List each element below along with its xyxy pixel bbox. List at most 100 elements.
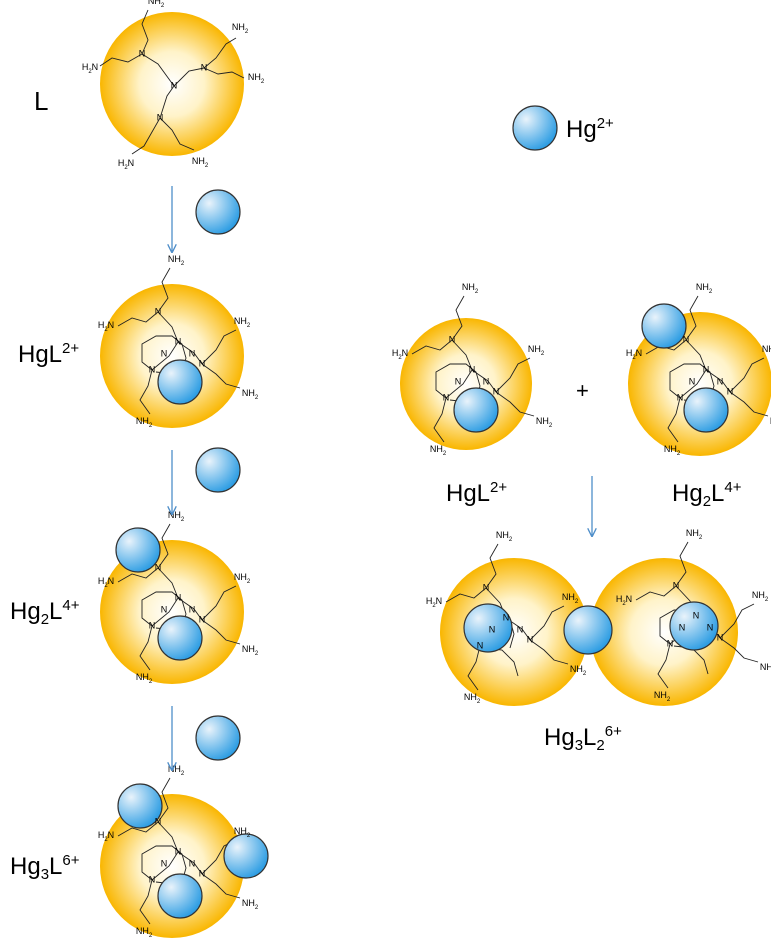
bond bbox=[729, 357, 765, 393]
Hg3L-bound-ion-1 bbox=[157, 873, 203, 919]
nitrogen-atom: N bbox=[139, 48, 146, 58]
nitrogen-atom: N bbox=[727, 386, 734, 396]
amine-group: NH2 bbox=[536, 416, 553, 428]
bond bbox=[139, 369, 153, 415]
bond bbox=[667, 397, 681, 443]
label-Hg3L-left: Hg3L6+ bbox=[10, 852, 80, 883]
bond bbox=[201, 619, 241, 645]
bond bbox=[635, 585, 677, 601]
nitrogen-atom: N bbox=[155, 306, 162, 316]
amine-group: NH2 bbox=[570, 664, 587, 676]
amine-group: H2N bbox=[98, 320, 114, 332]
bond bbox=[159, 85, 175, 119]
bond bbox=[131, 117, 161, 155]
bond bbox=[467, 645, 481, 691]
bond bbox=[117, 567, 159, 583]
amine-group: NH2 bbox=[136, 416, 153, 428]
nitrogen-atom: N bbox=[157, 112, 164, 122]
bond bbox=[445, 369, 473, 399]
nitrogen-atom: N bbox=[527, 634, 534, 644]
bond bbox=[141, 9, 149, 55]
nitrogen-atom: N bbox=[161, 604, 168, 614]
bond bbox=[99, 53, 143, 67]
amine-group: H2N bbox=[98, 830, 114, 842]
bond bbox=[445, 587, 487, 603]
bond bbox=[529, 639, 569, 665]
amine-group: H2N bbox=[626, 348, 642, 360]
legend-mercury-ion bbox=[512, 105, 558, 151]
bond bbox=[657, 643, 671, 689]
bond bbox=[159, 117, 195, 151]
nitrogen-atom: N bbox=[189, 348, 196, 358]
bond bbox=[177, 851, 203, 875]
nitrogen-atom: N bbox=[503, 612, 510, 622]
right-HgL-bound-ion bbox=[453, 387, 499, 433]
HgL-bound-ion bbox=[157, 359, 203, 405]
Hg2L-bound-ion-1 bbox=[157, 615, 203, 661]
amine-group: NH2 bbox=[760, 662, 771, 674]
nitrogen-atom: N bbox=[443, 392, 450, 402]
added-mercury-ion-3 bbox=[195, 715, 241, 761]
bond bbox=[203, 67, 245, 79]
added-mercury-ion-1 bbox=[195, 189, 241, 235]
amine-group: NH2 bbox=[562, 592, 579, 604]
amine-group: NH2 bbox=[234, 572, 251, 584]
bond bbox=[451, 339, 473, 371]
bond bbox=[451, 295, 465, 341]
bond bbox=[139, 879, 153, 925]
amine-group: NH2 bbox=[136, 926, 153, 938]
bond bbox=[675, 541, 689, 587]
label-ligand-L: L bbox=[34, 86, 49, 116]
nitrogen-atom: N bbox=[689, 376, 696, 386]
nitrogen-atom: N bbox=[149, 874, 156, 884]
bond bbox=[117, 311, 159, 327]
amine-group: H2N bbox=[98, 576, 114, 588]
nitrogen-atom: N bbox=[155, 816, 162, 826]
amine-group: NH2 bbox=[664, 444, 681, 456]
bond bbox=[201, 585, 237, 621]
bond bbox=[529, 605, 565, 641]
nitrogen-atom: N bbox=[449, 334, 456, 344]
bond bbox=[495, 391, 535, 417]
right-Hg2L-bound-ion-2 bbox=[641, 303, 687, 349]
nitrogen-atom: N bbox=[175, 592, 182, 602]
added-mercury-ion-2 bbox=[195, 447, 241, 493]
amine-group: NH2 bbox=[168, 510, 185, 522]
nitrogen-atom: N bbox=[707, 622, 714, 632]
amine-group: NH2 bbox=[528, 344, 545, 356]
bond bbox=[471, 369, 497, 393]
bond bbox=[141, 335, 187, 373]
bond bbox=[433, 397, 447, 443]
bond bbox=[141, 845, 187, 883]
bond bbox=[151, 851, 179, 881]
bond bbox=[177, 341, 203, 365]
bond bbox=[151, 597, 179, 627]
nitrogen-atom: N bbox=[455, 376, 462, 386]
amine-group: NH2 bbox=[496, 530, 513, 542]
bond bbox=[719, 603, 755, 639]
Hg3L-bound-ion-2 bbox=[117, 783, 163, 829]
amine-group: NH2 bbox=[242, 898, 259, 910]
amine-group: H2N bbox=[616, 594, 632, 606]
nitrogen-atom: N bbox=[175, 336, 182, 346]
amine-group: NH2 bbox=[686, 528, 703, 540]
bond bbox=[685, 295, 699, 341]
amine-group: NH2 bbox=[234, 316, 251, 328]
label-Hg3L2-product: Hg3L26+ bbox=[544, 723, 622, 754]
label-Hg2L-left: Hg2L4+ bbox=[10, 597, 80, 628]
bond bbox=[729, 391, 769, 417]
nitrogen-atom: N bbox=[189, 604, 196, 614]
Hg3L-sphere bbox=[100, 794, 244, 938]
amine-group: NH2 bbox=[762, 344, 771, 356]
amine-group: NH2 bbox=[232, 22, 249, 34]
right-HgL-sphere bbox=[400, 318, 532, 450]
label-HgL-left: HgL2+ bbox=[18, 340, 80, 368]
amine-group: NH2 bbox=[234, 826, 251, 838]
Hg2L-sphere bbox=[100, 540, 244, 684]
bond bbox=[495, 357, 531, 393]
bond bbox=[157, 567, 179, 599]
product-ion-right bbox=[669, 601, 719, 651]
amine-group: NH2 bbox=[242, 388, 259, 400]
bond bbox=[669, 363, 715, 401]
